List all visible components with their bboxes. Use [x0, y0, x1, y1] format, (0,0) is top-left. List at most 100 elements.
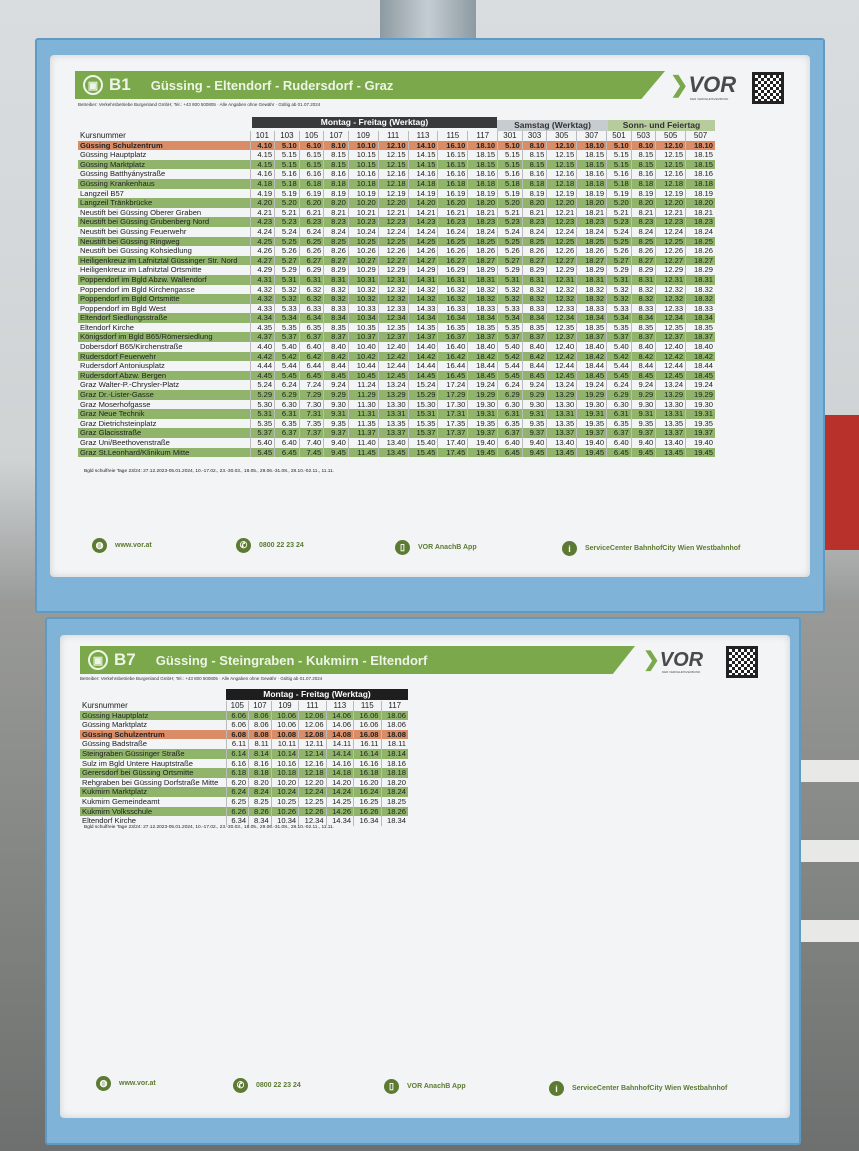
departure-time: 18.42: [576, 351, 607, 362]
departure-time: 6.14: [225, 748, 249, 759]
departure-time: 12.20: [298, 777, 327, 788]
departure-time: 6.30: [606, 399, 632, 410]
departure-time: 8.18: [248, 768, 272, 778]
departure-time: 12.15: [546, 150, 577, 160]
departure-time: 19.29: [467, 390, 498, 400]
departure-time: 18.25: [380, 796, 408, 807]
phone-icon: ✆: [233, 1078, 248, 1093]
departure-time: 18.32: [685, 284, 715, 295]
table-row: Güssing Hauptplatz 6.06 8.06 10.06 12.06 14.0…: [80, 710, 408, 721]
footer-app[interactable]: ▯ VOR AnachB App: [395, 540, 477, 555]
departure-time: 12.21: [655, 207, 686, 218]
departure-time: 6.45: [606, 447, 632, 458]
departure-time: 12.32: [377, 284, 409, 295]
departure-time: 18.44: [576, 361, 607, 371]
departure-time: 10.34: [270, 816, 299, 826]
departure-time: 6.24: [298, 226, 324, 237]
departure-time: 18.34: [467, 313, 498, 323]
departure-time: 10.16: [270, 758, 299, 769]
footer-phone[interactable]: ✆ 0800 22 23 24: [233, 1078, 301, 1093]
departure-time: 16.18: [437, 178, 468, 189]
departure-time: 18.31: [685, 274, 715, 285]
departure-time: 6.29: [274, 390, 300, 400]
departure-time: 19.37: [685, 428, 715, 438]
departure-time: 8.44: [630, 361, 656, 371]
departure-time: 14.14: [325, 748, 354, 759]
kurs-header-row: Kursnummer 105 107 109 111 113 115 117: [80, 701, 408, 711]
table-row: Poppendorf im Bgld Ortsmitte 4.32 5.32 6.32…: [78, 294, 715, 304]
departure-time: 9.37: [521, 428, 547, 438]
departure-time: 4.20: [249, 198, 275, 208]
departure-time: 19.40: [576, 438, 607, 448]
departure-time: 9.31: [521, 409, 547, 419]
stop-name: Sulz im Bgld Untere Hauptstraße: [82, 758, 193, 768]
departure-time: 12.31: [655, 274, 686, 285]
departure-time: 9.37: [630, 428, 656, 438]
departure-time: 12.18: [655, 178, 686, 189]
stop-name: Güssing Batthyánystraße: [80, 169, 166, 179]
departure-time: 14.06: [325, 710, 354, 721]
bus-icon: ▣: [88, 650, 108, 670]
departure-time: 10.20: [270, 777, 299, 788]
departure-time: 5.45: [606, 370, 632, 381]
table-row: Graz Dr.-Lister-Gasse 5.29 6.29 7.29 9.29 11.…: [78, 390, 715, 400]
departure-time: 19.30: [576, 399, 607, 410]
departure-time: 5.33: [274, 303, 300, 314]
departure-time: 15.29: [407, 390, 438, 400]
kurs-number: 109: [270, 701, 299, 711]
vor-logo: ❯VOR: [670, 72, 737, 97]
departure-time: 16.18: [353, 768, 382, 778]
departure-time: 16.25: [437, 236, 468, 247]
stop-name: Rehgraben bei Güssing Dorfstraße Mitte: [82, 777, 219, 787]
departure-time: 16.15: [437, 150, 468, 160]
qr-code[interactable]: [752, 72, 784, 104]
departure-time: 6.30: [497, 399, 523, 410]
departure-time: 13.30: [546, 399, 577, 410]
departure-time: 8.20: [323, 198, 349, 208]
stop-name: Gerersdorf bei Güssing Ortsmitte: [80, 768, 226, 778]
departure-time: 5.18: [497, 178, 523, 189]
departure-time: 12.25: [546, 236, 577, 247]
departure-time: 7.24: [298, 380, 324, 391]
departure-time: 4.35: [249, 322, 275, 333]
stop-name: Langzeil B57: [80, 188, 124, 198]
kurs-number: 105: [225, 701, 249, 711]
departure-time: 10.32: [347, 284, 379, 295]
departure-time: 4.15: [249, 159, 275, 170]
departure-time: 16.29: [437, 265, 468, 275]
departure-time: 12.27: [655, 255, 686, 266]
departure-time: 14.32: [407, 284, 438, 295]
departure-time: 8.19: [630, 188, 656, 199]
departure-time: 17.31: [437, 409, 468, 419]
table-row: Graz Walter-P.-Chrysler-Platz 5.24 6.24 7.2…: [78, 380, 715, 391]
departure-time: 4.32: [249, 294, 275, 304]
departure-time: 16.44: [437, 361, 468, 371]
departure-time: 5.25: [497, 236, 523, 247]
footer-web[interactable]: ◍ www.vor.at: [92, 538, 152, 553]
departure-time: 8.45: [323, 370, 349, 381]
footer-web[interactable]: ◍ www.vor.at: [96, 1076, 156, 1091]
footer-app[interactable]: ▯ VOR AnachB App: [384, 1079, 466, 1094]
footer-phone[interactable]: ✆ 0800 22 23 24: [236, 538, 304, 553]
table-row: Rudersdorf Antoniusplatz 4.44 5.44 6.44 8.44…: [78, 361, 715, 371]
departure-time: 12.33: [377, 303, 409, 314]
departure-time: 13.35: [655, 418, 686, 429]
footer-service: i ServiceCenter BahnhofCity Wien Westbahn…: [562, 541, 740, 556]
departure-time: 18.19: [576, 188, 607, 199]
kurs-number: 117: [380, 701, 408, 711]
departure-time: 18.20: [576, 198, 607, 208]
stop-name: Graz Dietrichsteinplatz: [80, 418, 157, 428]
qr-code[interactable]: [726, 646, 758, 678]
departure-time: 8.10: [323, 140, 349, 151]
departure-time: 12.18: [377, 178, 409, 189]
kurs-number: 503: [630, 131, 656, 141]
departure-time: 12.15: [377, 150, 409, 160]
departure-time: 18.32: [467, 284, 498, 295]
crosswalk-stripe: [799, 760, 859, 782]
departure-time: 8.21: [521, 207, 547, 218]
departure-time: 14.18: [407, 178, 438, 189]
departure-time: 12.32: [655, 284, 686, 295]
departure-time: 18.20: [467, 198, 498, 208]
kurs-number: 113: [407, 131, 438, 141]
departure-time: 18.35: [467, 322, 498, 333]
